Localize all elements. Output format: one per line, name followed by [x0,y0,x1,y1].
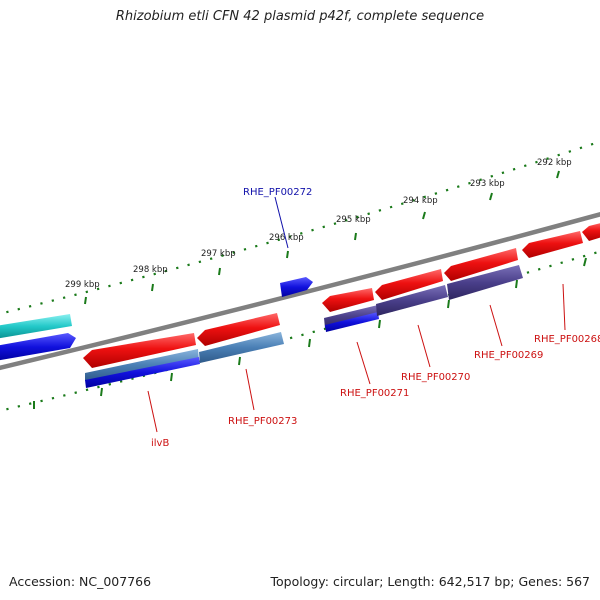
gene-arrow-blue[interactable] [0,333,76,361]
outer-scale-ring [0,140,600,315]
gene-arrow-rhe-pf00273-fwd[interactable] [197,313,280,346]
gene-arrow-rhe-pf00268-fwd[interactable] [522,231,583,258]
gene-arrow-rhe-pf00271-blue[interactable] [325,312,379,332]
topology-summary: Topology: circular; Length: 642,517 bp; … [270,574,591,589]
gene-label-rhe-pf00273: RHE_PF00273 [228,416,297,427]
inner-scale-ring [0,250,600,412]
major-tick [286,250,289,259]
leader-line-rhe-pf00273 [245,368,255,411]
leader-line-ilvb [147,390,158,433]
scale-label: 297 kbp [201,249,236,259]
gene-arrow-rhe-pf00273-rev[interactable] [199,332,284,363]
gene-arrow-partial-right[interactable] [582,222,600,241]
scale-label: 293 kbp [470,179,505,189]
major-tick [308,338,311,348]
gene-arrow-rhe-pf00272[interactable] [280,277,313,297]
major-tick [151,283,154,292]
major-tick [170,372,173,382]
gene-arrow-ilvb-blue[interactable] [85,357,200,388]
leader-line-rhe-pf00269 [489,304,503,347]
gene-arrow-rhe-pf00270-rev[interactable] [376,285,448,316]
major-tick [100,387,103,397]
major-tick [489,192,493,201]
major-tick [583,257,587,267]
gene-label-rhe-pf00272: RHE_PF00272 [243,187,312,198]
gene-arrow-rhe-pf00271-fwd[interactable] [322,288,374,312]
scale-label: 299 kbp [65,280,100,290]
scale-labels: 299 kbp 298 kbp 297 kbp 296 kbp 295 kbp … [65,158,572,290]
major-tick [218,267,221,276]
major-tick [422,211,426,220]
gene-arrow-rhe-pf00269-fwd[interactable] [444,248,518,281]
gene-arrow-rhe-pf00269-rev[interactable] [447,265,523,300]
scale-label: 296 kbp [269,233,304,243]
scale-label: 295 kbp [336,215,371,225]
gene-label-rhe-pf00268: RHE_PF00268 [534,334,600,345]
major-tick [515,279,518,289]
gene-arrow-rhe-pf00270-fwd[interactable] [375,269,443,300]
major-tick [378,319,381,329]
leader-line-rhe-pf00268 [562,283,566,331]
scale-label: 294 kbp [403,196,438,206]
accession-text: Accession: NC_007766 [9,574,152,589]
gene-arrow-ilvb-fwd[interactable] [83,333,196,368]
leader-line-rhe-pf00270 [417,324,431,368]
major-tick [84,296,87,305]
gene-label-rhe-pf00271: RHE_PF00271 [340,388,409,399]
plasmid-backbone [0,212,600,371]
gene-arrow-cyan[interactable] [0,314,72,339]
scale-label: 292 kbp [537,158,572,168]
map-title: Rhizobium etli CFN 42 plasmid p42f, comp… [115,9,485,24]
leader-line-rhe-pf00271 [356,341,371,385]
scale-label: 298 kbp [133,265,168,275]
gene-labels: RHE_PF00272 RHE_PF00273 ilvB RHE_PF00271… [151,187,600,449]
major-tick [354,232,357,241]
leader-lines [147,196,566,433]
gene-label-rhe-pf00269: RHE_PF00269 [474,350,543,361]
gene-label-rhe-pf00270: RHE_PF00270 [401,372,470,383]
major-tick [556,170,560,179]
major-tick [447,299,450,309]
major-tick [238,356,241,366]
leader-line-rhe-pf00272 [274,196,289,249]
gene-label-ilvb: ilvB [151,438,169,449]
gene-arrow-ilvb-rev[interactable] [85,349,199,381]
